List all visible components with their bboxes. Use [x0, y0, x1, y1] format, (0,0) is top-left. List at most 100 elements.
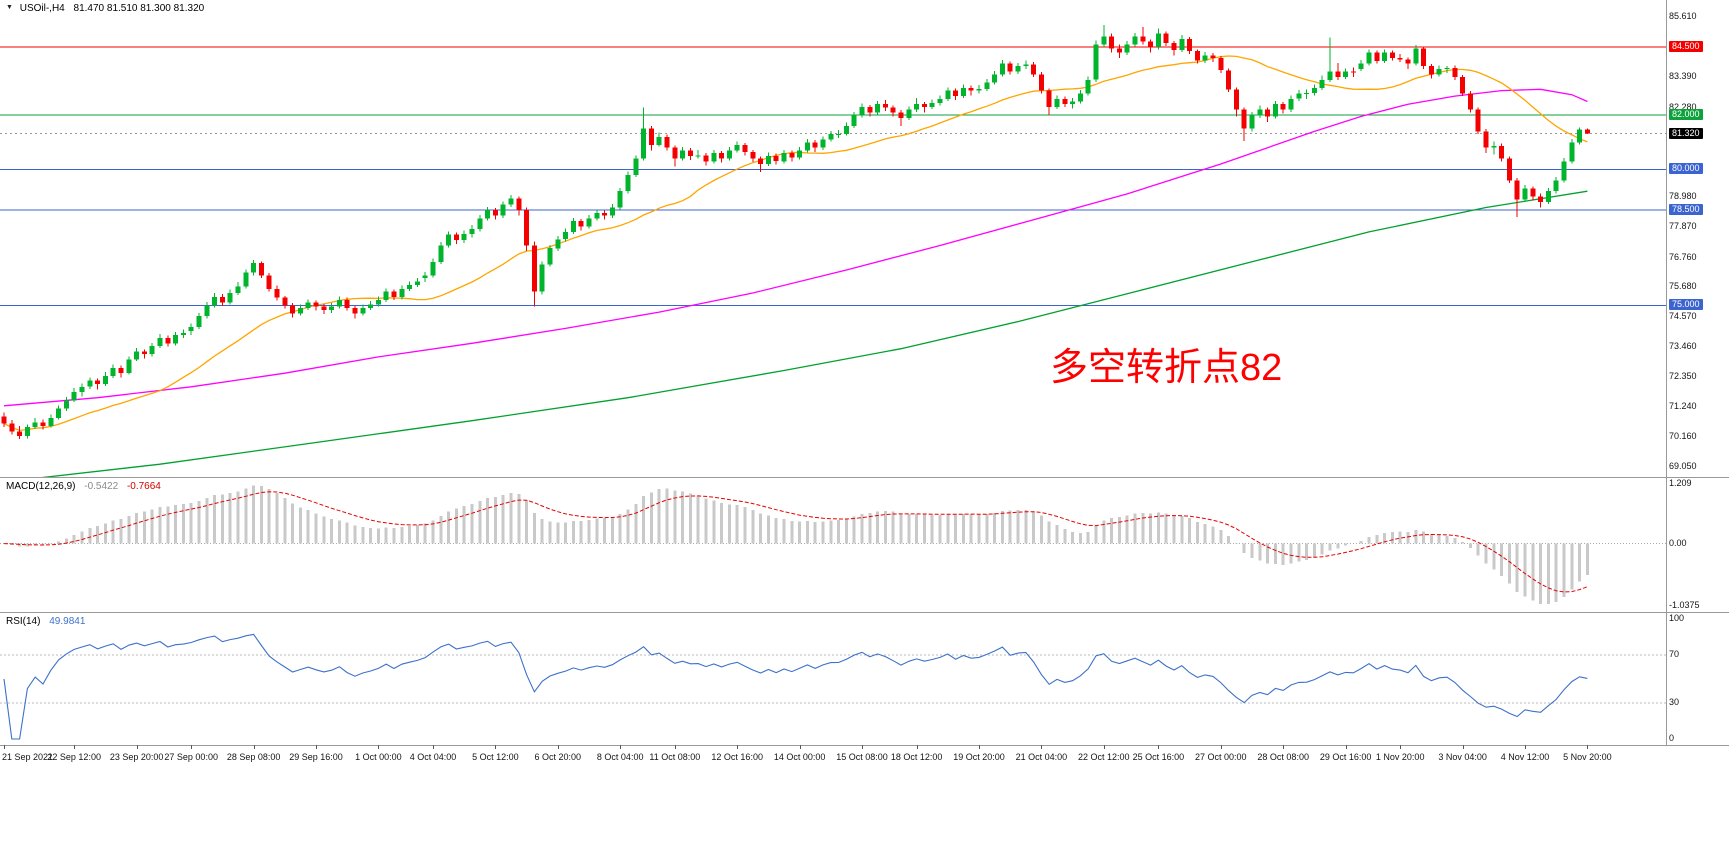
time-tick — [1400, 745, 1402, 749]
time-tick — [136, 745, 138, 749]
macd-axis-label: -1.0375 — [1669, 600, 1700, 610]
time-tick — [557, 745, 559, 749]
ohlc-readout: 81.470 81.510 81.300 81.320 — [73, 3, 205, 14]
time-tick — [4, 745, 5, 749]
time-tick — [378, 745, 380, 749]
chevron-down-icon[interactable]: ▼ — [6, 4, 13, 11]
price-line-label: 78.500 — [1669, 204, 1703, 216]
time-tick — [316, 745, 317, 749]
time-tick — [1525, 745, 1526, 749]
time-axis-label: 5 Oct 12:00 — [472, 752, 519, 762]
time-tick — [1462, 745, 1464, 749]
price-axis-label: 82.280 — [1669, 101, 1697, 112]
price-axis-label: 75.680 — [1669, 280, 1697, 291]
time-tick — [433, 745, 434, 749]
time-axis-label: 21 Oct 04:00 — [1015, 752, 1068, 762]
time-axis-label: 25 Oct 16:00 — [1132, 752, 1185, 762]
time-tick — [1587, 745, 1589, 749]
panel-separator[interactable] — [0, 612, 1729, 613]
chart-annotation: 多空转折点82 — [1050, 347, 1283, 389]
time-axis-label: 19 Oct 20:00 — [953, 752, 1005, 762]
chart-readout: ▼ USOil-,H4 81.470 81.510 81.300 81.320 — [6, 3, 204, 14]
time-axis[interactable]: 21 Sep 2021 22 Sep 12:00 23 Sep 20:00 27 Se… — [0, 745, 1729, 771]
price-axis[interactable]: 85.610 83.390 82.280 78.980 77.870 76.760 75.6… — [1667, 0, 1729, 745]
rsi-value: 49.9841 — [49, 616, 86, 627]
time-tick — [674, 745, 676, 749]
time-axis-label: 29 Sep 16:00 — [289, 752, 343, 762]
time-tick — [737, 745, 739, 749]
rsi-label-row: RSI(14) 49.9841 — [6, 616, 85, 627]
time-axis-label: 22 Sep 12:00 — [47, 752, 101, 762]
time-tick — [191, 745, 193, 749]
time-tick — [1103, 745, 1105, 749]
time-axis-label: 28 Oct 08:00 — [1257, 752, 1309, 762]
price-axis-label: 83.390 — [1669, 71, 1697, 82]
time-axis-label: 11 Oct 08:00 — [649, 752, 701, 762]
time-axis-label: 8 Oct 04:00 — [596, 752, 644, 762]
time-axis-label: 29 Oct 16:00 — [1319, 752, 1372, 762]
price-line-label: 75.000 — [1669, 299, 1703, 311]
axis-separator — [1666, 0, 1667, 745]
rsi-axis-label: 0 — [1669, 733, 1675, 743]
macd-label: MACD(12,26,9) — [6, 481, 76, 492]
rsi-canvas[interactable] — [0, 613, 1666, 745]
time-tick — [620, 745, 622, 749]
time-axis-label: 6 Oct 20:00 — [534, 752, 582, 762]
rsi-axis-label: 100 — [1669, 613, 1685, 623]
time-axis-label: 4 Oct 04:00 — [409, 752, 457, 762]
time-axis-label: 23 Sep 20:00 — [109, 752, 164, 762]
price-axis-label: 77.870 — [1669, 221, 1697, 232]
symbol-timeframe-label: USOil-,H4 — [19, 3, 65, 14]
macd-value-signal: -0.7664 — [126, 481, 161, 492]
time-tick — [1158, 745, 1160, 749]
price-axis-label: 76.760 — [1669, 251, 1697, 262]
macd-value-main: -0.5422 — [84, 481, 119, 492]
time-axis-label: 28 Sep 08:00 — [226, 752, 281, 762]
price-axis-label: 69.050 — [1669, 460, 1697, 471]
current-price-label: 81.320 — [1669, 127, 1703, 139]
time-axis-label: 18 Oct 12:00 — [890, 752, 943, 762]
macd-canvas[interactable] — [0, 478, 1666, 612]
time-axis-label: 21 Sep 2021 — [2, 752, 54, 762]
price-chart-canvas[interactable] — [0, 0, 1666, 477]
price-line-label: 84.500 — [1669, 41, 1703, 53]
price-axis-label: 73.460 — [1669, 341, 1697, 352]
time-axis-label: 27 Oct 00:00 — [1195, 752, 1247, 762]
rsi-axis-label: 30 — [1669, 697, 1680, 707]
time-tick — [253, 745, 255, 749]
time-axis-label: 14 Oct 00:00 — [773, 752, 826, 762]
time-tick — [1345, 745, 1347, 749]
price-line-label: 82.000 — [1669, 109, 1703, 121]
time-axis-label: 12 Oct 16:00 — [711, 752, 763, 762]
time-tick — [862, 745, 863, 749]
price-axis-label: 85.610 — [1669, 11, 1697, 21]
time-axis-label: 3 Nov 04:00 — [1438, 752, 1487, 762]
time-tick — [916, 745, 918, 749]
time-axis-label: 1 Nov 20:00 — [1375, 752, 1425, 762]
price-axis-label: 72.350 — [1669, 371, 1697, 382]
macd-label-row: MACD(12,26,9) -0.5422 -0.7664 — [6, 481, 161, 492]
time-axis-label: 4 Nov 12:00 — [1500, 752, 1550, 762]
time-tick — [495, 745, 497, 749]
macd-axis-label: 0.00 — [1669, 537, 1687, 548]
time-tick — [1283, 745, 1285, 749]
time-axis-label: 27 Sep 00:00 — [164, 752, 218, 762]
time-axis-label: 22 Oct 12:00 — [1078, 752, 1130, 762]
price-axis-label: 74.570 — [1669, 311, 1697, 321]
panel-separator[interactable] — [0, 477, 1729, 478]
rsi-label: RSI(14) — [6, 616, 41, 627]
price-axis-label: 71.240 — [1669, 401, 1697, 412]
time-tick — [74, 745, 76, 749]
time-tick — [1220, 745, 1222, 749]
rsi-axis-label: 70 — [1669, 649, 1680, 659]
panel-separator — [0, 745, 1729, 746]
time-axis-label: 5 Nov 20:00 — [1563, 752, 1612, 762]
time-tick — [799, 745, 801, 749]
price-axis-label: 70.160 — [1669, 430, 1697, 441]
macd-axis-label: 1.209 — [1669, 478, 1692, 488]
time-axis-label: 1 Oct 00:00 — [355, 752, 402, 762]
time-tick — [1041, 745, 1043, 749]
price-line-label: 80.000 — [1669, 163, 1703, 175]
time-tick — [979, 745, 980, 749]
